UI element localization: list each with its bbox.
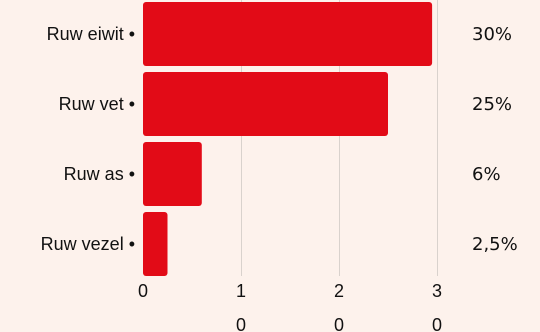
category-label-2: Ruw as •	[64, 164, 135, 184]
category-labels: Ruw eiwit • Ruw vet • Ruw as • Ruw vezel •	[41, 24, 135, 254]
category-label-3: Ruw vezel •	[41, 234, 135, 254]
x-tick-sublabel-3: 0	[432, 315, 442, 332]
x-tick-label-2: 2	[334, 281, 344, 301]
bar-3	[143, 212, 168, 276]
x-tick-sublabel-1: 0	[236, 315, 246, 332]
bar-2	[143, 142, 202, 206]
value-labels: 30% 25% 6% 2,5%	[472, 24, 518, 255]
bar-0	[143, 2, 433, 66]
x-tick-label-3: 3	[432, 281, 442, 301]
bars	[143, 2, 433, 276]
value-label-3: 2,5%	[472, 234, 518, 255]
x-tick-sublabel-2: 0	[334, 315, 344, 332]
value-label-1: 25%	[472, 94, 512, 115]
category-label-1: Ruw vet •	[59, 94, 135, 114]
value-label-2: 6%	[472, 164, 501, 185]
category-label-0: Ruw eiwit •	[47, 24, 135, 44]
value-label-0: 30%	[472, 24, 512, 45]
x-tick-label-1: 1	[236, 281, 246, 301]
bar-1	[143, 72, 388, 136]
x-tick-label-0: 0	[138, 281, 148, 301]
x-axis-ticks: 0 1 0 2 0 3 0	[138, 281, 442, 332]
